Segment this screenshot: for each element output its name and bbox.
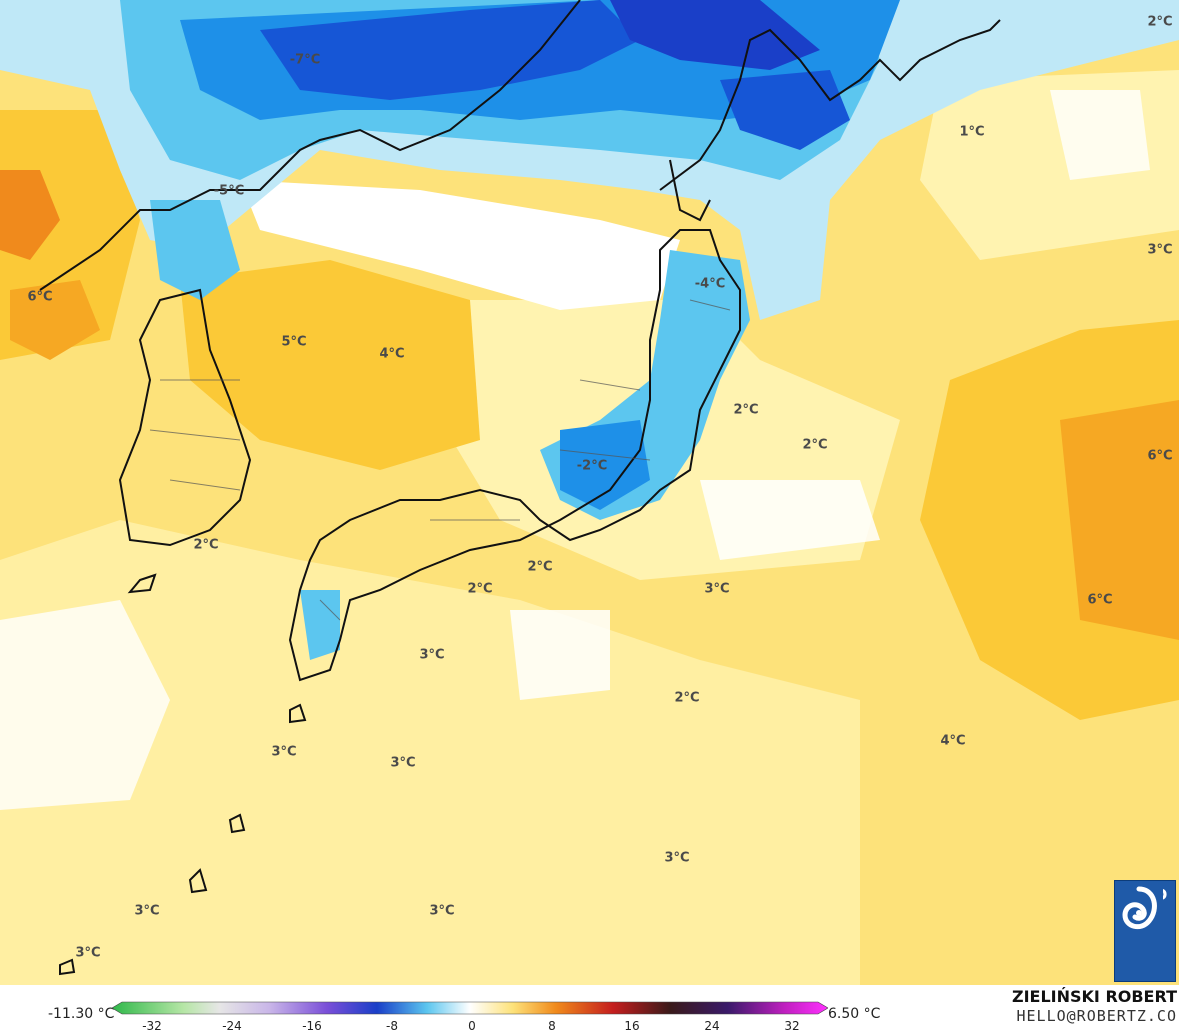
temp-label: 3°C (75, 945, 101, 961)
temp-label: 3°C (1147, 242, 1173, 258)
temperature-map: -7°C -5°C 6°C 5°C 4°C -4°C 1°C 2°C 3°C 2… (0, 0, 1179, 985)
temp-label: 6°C (1147, 448, 1173, 464)
temp-label: 2°C (193, 537, 219, 553)
temp-label: 2°C (674, 690, 700, 706)
temp-label: 3°C (704, 581, 730, 597)
temp-label: 6°C (27, 289, 53, 305)
colorbar-tick: 32 (784, 1019, 800, 1033)
colorbar-tick: 24 (704, 1019, 720, 1033)
temp-label: -5°C (213, 183, 245, 199)
temp-label: 2°C (467, 581, 493, 597)
temp-label: 2°C (733, 402, 759, 418)
temp-label: 3°C (271, 744, 297, 760)
legend-min-value: -11.30 °C (48, 1006, 115, 1022)
author-name: ZIELIŃSKI ROBERT (1011, 987, 1177, 1006)
temp-label: -2°C (576, 458, 608, 474)
temp-label: 1°C (959, 124, 985, 140)
temp-label: 3°C (390, 755, 416, 771)
colorbar-tick: 8 (548, 1019, 556, 1033)
author-email: HELLO@ROBERTZ.CO (1016, 1007, 1177, 1025)
dwd-logo: DWD (1114, 880, 1176, 982)
temp-label: 2°C (802, 437, 828, 453)
colorbar-tick: 0 (468, 1019, 476, 1033)
legend-max-value: 6.50 °C (828, 1006, 881, 1022)
temp-label: 2°C (1147, 14, 1173, 30)
colorbar (112, 1001, 828, 1015)
temp-label: -7°C (289, 52, 321, 68)
colorbar-tick: -24 (222, 1019, 242, 1033)
temp-label: 6°C (1087, 592, 1113, 608)
temp-label: 2°C (527, 559, 553, 575)
temp-label: 3°C (134, 903, 160, 919)
colorbar-tick: -16 (302, 1019, 322, 1033)
temp-label: 3°C (419, 647, 445, 663)
temp-label: 4°C (940, 733, 966, 749)
temp-label: 4°C (379, 346, 405, 362)
colorbar-tick: -8 (386, 1019, 398, 1033)
temperature-field (0, 0, 1179, 985)
colorbar-tick: 16 (624, 1019, 640, 1033)
colorbar-tick: -32 (142, 1019, 162, 1033)
temp-label: 3°C (429, 903, 455, 919)
temp-label: -4°C (694, 276, 726, 292)
temp-label: 5°C (281, 334, 307, 350)
legend-bar: -11.30 °C -32 -24 -16 (0, 985, 1179, 1035)
dwd-swirl-icon (1115, 881, 1163, 943)
temp-label: 3°C (664, 850, 690, 866)
